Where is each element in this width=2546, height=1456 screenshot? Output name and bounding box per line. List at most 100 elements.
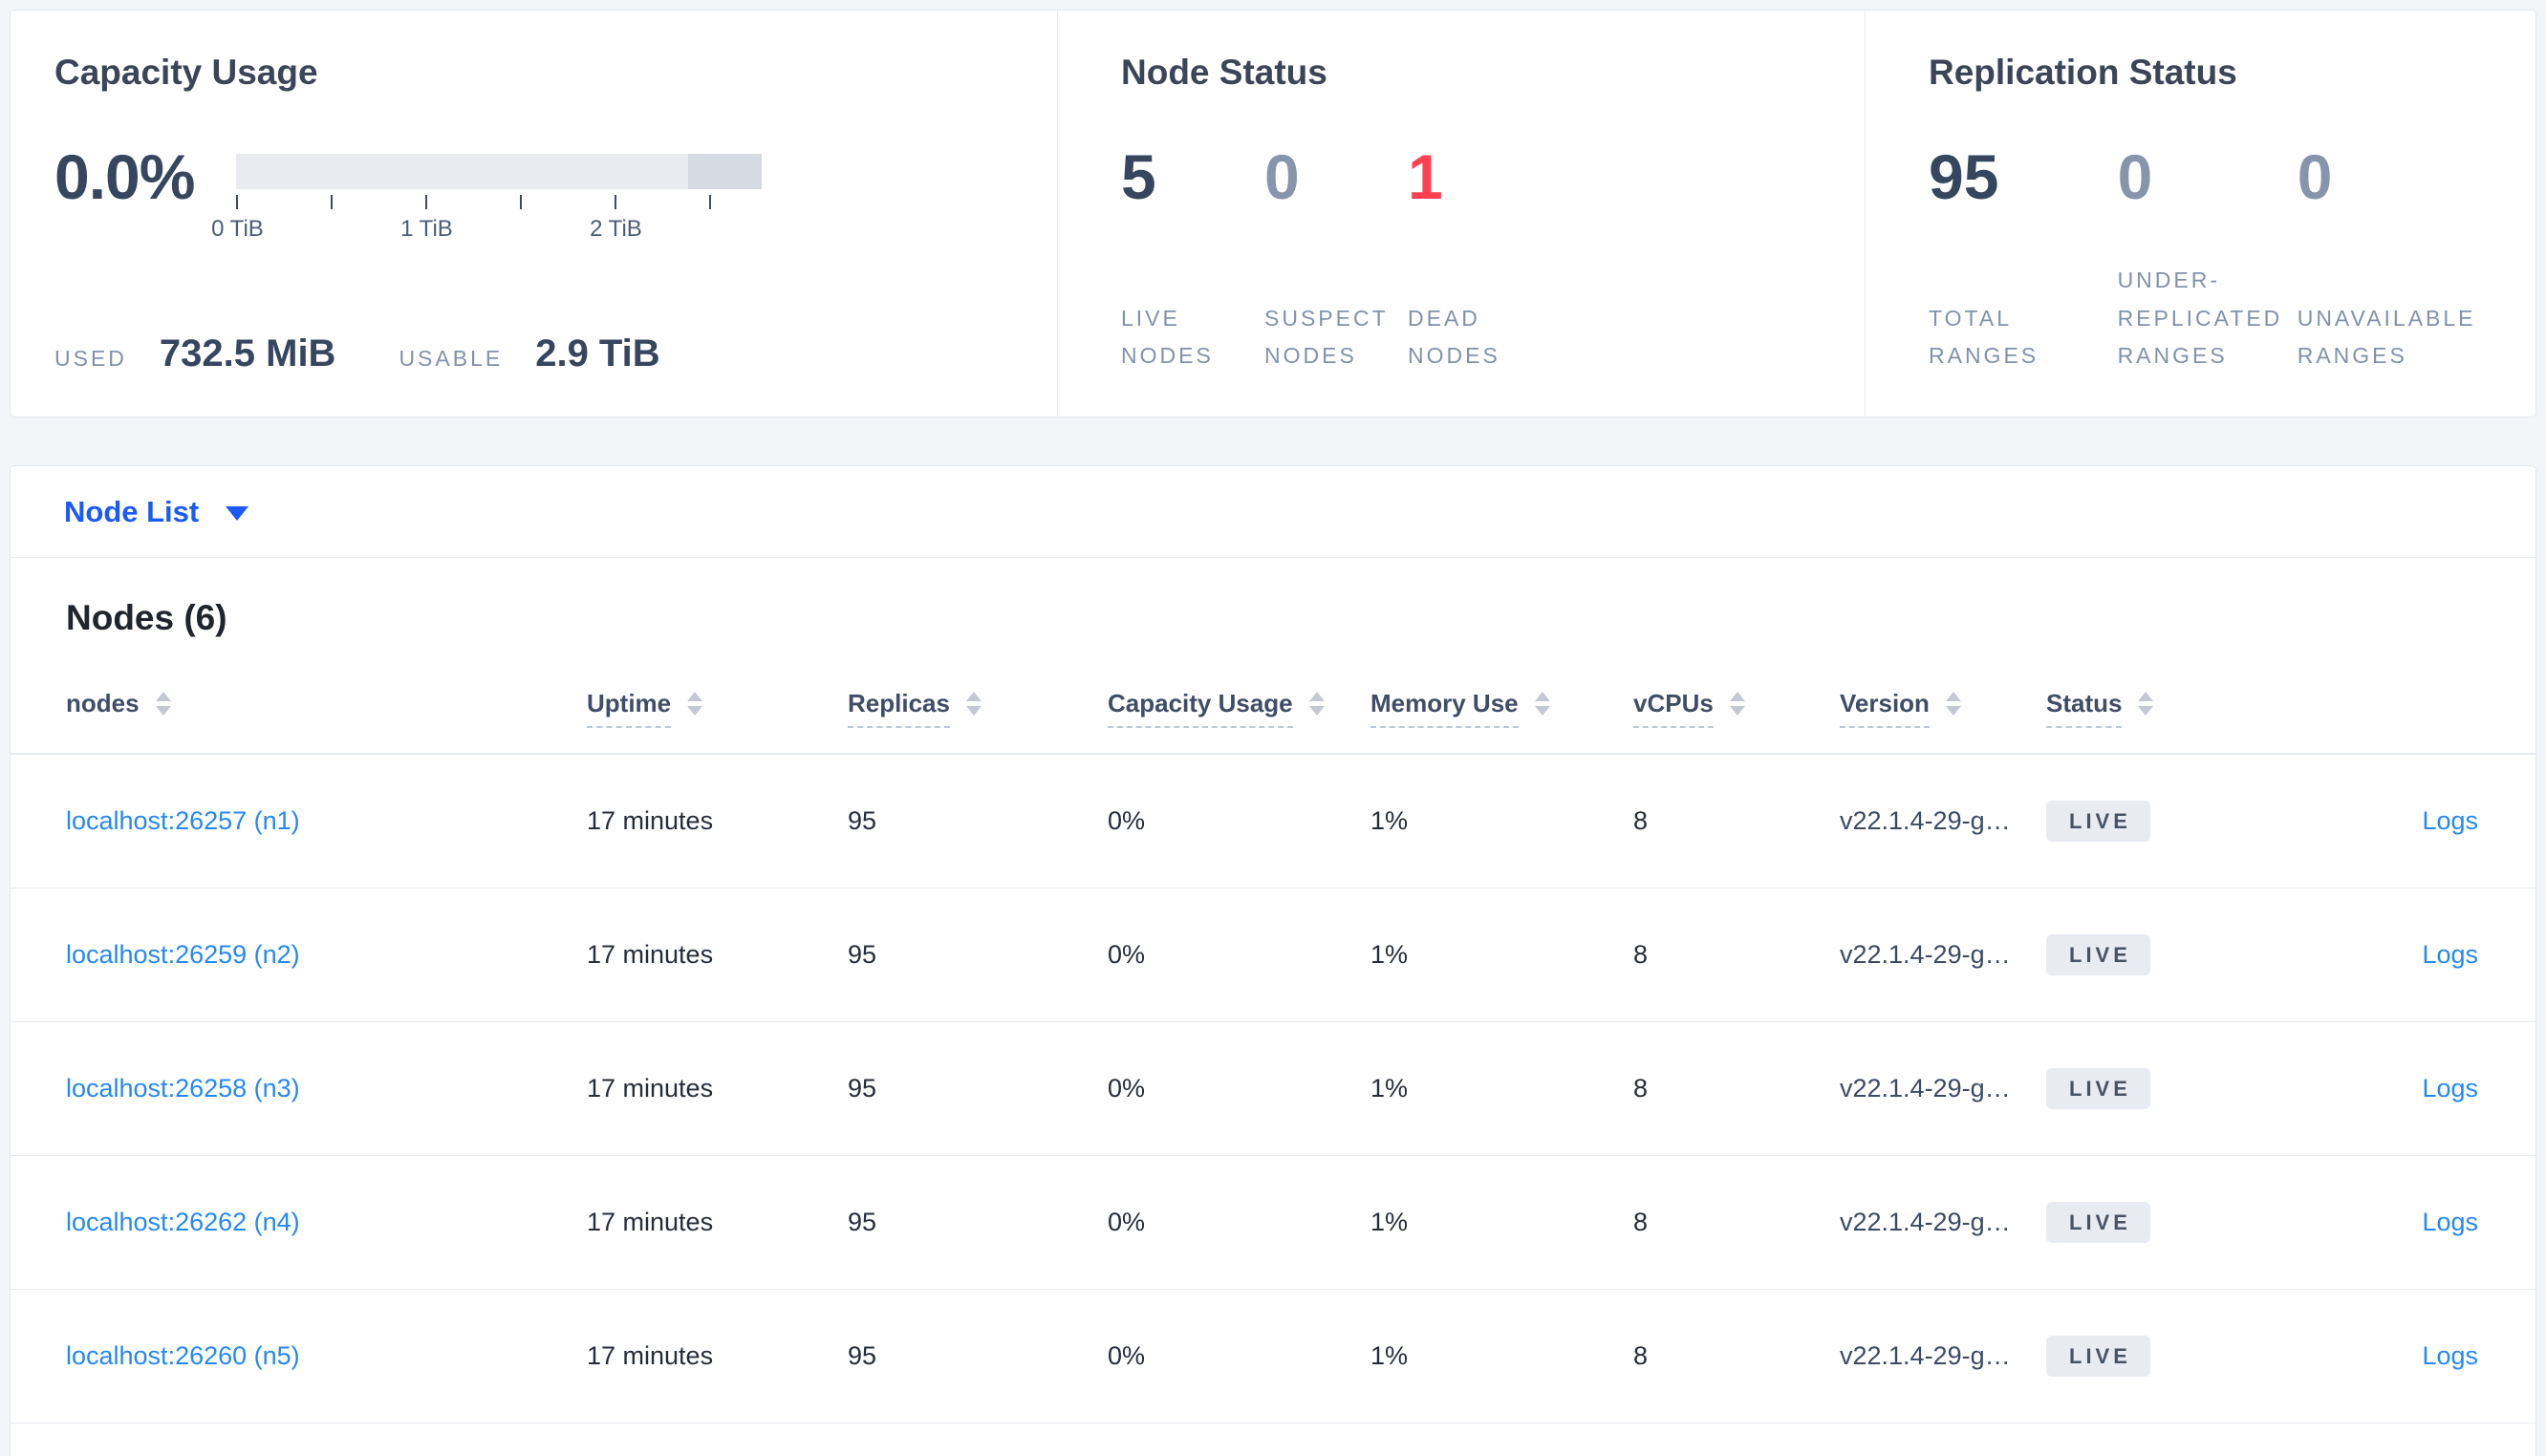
table-row: localhost:26257 (n1) 17 minutes 95 0% 1%… <box>11 755 2535 889</box>
node-list-dropdown[interactable]: Node List <box>11 466 2535 558</box>
vcpus-cell: 8 <box>1633 939 1649 969</box>
column-header-capacity-usage[interactable]: Capacity Usage <box>1108 690 1370 728</box>
memory-cell: 1% <box>1370 1073 1409 1103</box>
capacity-percent-value: 0.0% <box>54 141 195 212</box>
status-badge: LIVE <box>2046 1067 2150 1109</box>
table-row: localhost:26259 (n2) 17 minutes 95 0% 1%… <box>11 889 2535 1022</box>
total-ranges-value: 95 <box>1929 141 1999 212</box>
table-header-row: nodes Uptime Replicas Capacity Usage Mem… <box>11 690 2535 755</box>
axis-tick <box>615 195 617 209</box>
column-header-status[interactable]: Status <box>2046 690 2371 728</box>
capacity-axis: 0 TiB 1 TiB 2 TiB <box>211 189 762 242</box>
capacity-bar-chart: 0 TiB 1 TiB 2 TiB <box>211 154 763 242</box>
sort-icon <box>965 692 982 716</box>
logs-link[interactable]: Logs <box>2422 1207 2478 1236</box>
status-badge: LIVE <box>2046 1201 2150 1243</box>
sort-icon <box>2138 692 2154 716</box>
memory-cell: 1% <box>1370 1340 1409 1370</box>
capacity-cell: 0% <box>1108 805 1146 835</box>
suspect-nodes-stat: 0 SUSPECT NODES <box>1264 141 1408 375</box>
column-header-uptime[interactable]: Uptime <box>587 690 848 728</box>
capacity-cell: 0% <box>1108 1207 1146 1236</box>
vcpus-cell: 8 <box>1633 1340 1649 1370</box>
unavailable-ranges-stat: 0 UNAVAILABLE RANGES <box>2297 143 2535 375</box>
replication-status-panel: Replication Status 95 TOTAL RANGES 0 UND… <box>1865 11 2535 417</box>
column-header-replicas[interactable]: Replicas <box>848 690 1108 728</box>
logs-link[interactable]: Logs <box>2422 939 2478 969</box>
memory-cell: 1% <box>1370 805 1409 835</box>
vcpus-cell: 8 <box>1633 1207 1649 1236</box>
replication-status-title: Replication Status <box>1929 53 2237 92</box>
node-link[interactable]: localhost:26260 (n5) <box>66 1340 300 1370</box>
axis-tick-label: 2 TiB <box>590 216 642 242</box>
vcpus-cell: 8 <box>1633 1073 1649 1103</box>
replicas-cell: 95 <box>848 1073 877 1103</box>
under-replicated-ranges-value: 0 <box>2117 141 2153 212</box>
logs-link[interactable]: Logs <box>2422 805 2478 835</box>
axis-tick <box>236 195 239 209</box>
version-cell: v22.1.4-29-g… <box>1840 1073 2011 1103</box>
uptime-cell: 17 minutes <box>587 1073 714 1103</box>
uptime-cell: 17 minutes <box>587 805 714 835</box>
node-status-title: Node Status <box>1121 53 1327 92</box>
used-label: USED <box>54 346 127 371</box>
under-replicated-ranges-stat: 0 UNDER-REPLICATED RANGES <box>2117 141 2298 375</box>
capacity-usage-panel: Capacity Usage 0.0% 0 TiB <box>11 11 1057 417</box>
chevron-down-icon <box>226 506 249 521</box>
capacity-cell: 0% <box>1108 1073 1146 1103</box>
uptime-cell: 17 minutes <box>587 939 714 969</box>
unavailable-ranges-label: UNAVAILABLE RANGES <box>2297 305 2476 369</box>
logs-link[interactable]: Logs <box>2422 1340 2478 1370</box>
capacity-usage-body: 0.0% 0 TiB 1 TiB 2 TiB <box>54 141 1057 375</box>
node-link[interactable]: localhost:26257 (n1) <box>66 805 300 835</box>
version-cell: v22.1.4-29-g… <box>1840 1207 2011 1236</box>
column-header-version[interactable]: Version <box>1840 690 2046 728</box>
status-badge: LIVE <box>2046 1335 2150 1377</box>
capacity-usage-title: Capacity Usage <box>54 53 318 92</box>
capacity-cell: 0% <box>1108 1340 1146 1370</box>
version-cell: v22.1.4-29-g… <box>1840 1340 2011 1370</box>
live-nodes-value: 5 <box>1121 141 1156 212</box>
column-header-memory-use[interactable]: Memory Use <box>1370 690 1633 728</box>
node-link[interactable]: localhost:26262 (n4) <box>66 1207 300 1236</box>
axis-tick <box>425 195 428 209</box>
axis-tick <box>331 195 334 209</box>
sort-icon <box>1308 692 1325 716</box>
replicas-cell: 95 <box>848 939 877 969</box>
usable-value: 2.9 TiB <box>535 332 660 375</box>
live-nodes-stat: 5 LIVE NODES <box>1121 141 1264 375</box>
version-cell: v22.1.4-29-g… <box>1840 805 2011 835</box>
column-header-vcpus[interactable]: vCPUs <box>1633 690 1840 728</box>
usable-label: USABLE <box>399 346 504 371</box>
sort-icon <box>1945 692 1961 716</box>
uptime-cell: 17 minutes <box>587 1340 714 1370</box>
memory-cell: 1% <box>1370 1207 1409 1236</box>
capacity-cell: 0% <box>1108 939 1146 969</box>
axis-tick-label: 1 TiB <box>400 216 453 242</box>
table-row: localhost:26258 (n3) 17 minutes 95 0% 1%… <box>11 1022 2535 1156</box>
sort-icon <box>155 692 171 716</box>
vcpus-cell: 8 <box>1633 805 1649 835</box>
table-row: localhost:26262 (n4) 17 minutes 95 0% 1%… <box>11 1156 2535 1290</box>
nodes-card: Node List Nodes (6) nodes Uptime Replica… <box>10 465 2536 1456</box>
node-link[interactable]: localhost:26259 (n2) <box>66 939 300 969</box>
column-header-nodes[interactable]: nodes <box>66 690 587 717</box>
node-link[interactable]: localhost:26258 (n3) <box>66 1073 300 1103</box>
sort-icon <box>1534 692 1550 716</box>
total-ranges-stat: 95 TOTAL RANGES <box>1929 141 2118 375</box>
table-row: localhost:26260 (n5) 17 minutes 95 0% 1%… <box>11 1290 2535 1424</box>
axis-tick-label: 0 TiB <box>211 216 264 242</box>
axis-tick <box>709 195 712 209</box>
logs-link[interactable]: Logs <box>2422 1073 2478 1103</box>
dead-nodes-value: 1 <box>1408 141 1443 212</box>
sort-icon <box>1729 692 1745 716</box>
status-badge: LIVE <box>2046 933 2150 975</box>
suspect-nodes-value: 0 <box>1264 141 1300 212</box>
capacity-bar-reserved-segment <box>688 154 763 189</box>
memory-cell: 1% <box>1370 939 1409 969</box>
nodes-heading: Nodes (6) <box>66 598 227 637</box>
uptime-cell: 17 minutes <box>587 1207 714 1236</box>
suspect-nodes-label: SUSPECT NODES <box>1264 305 1389 369</box>
replicas-cell: 95 <box>848 805 877 835</box>
node-list-dropdown-label: Node List <box>64 494 200 528</box>
